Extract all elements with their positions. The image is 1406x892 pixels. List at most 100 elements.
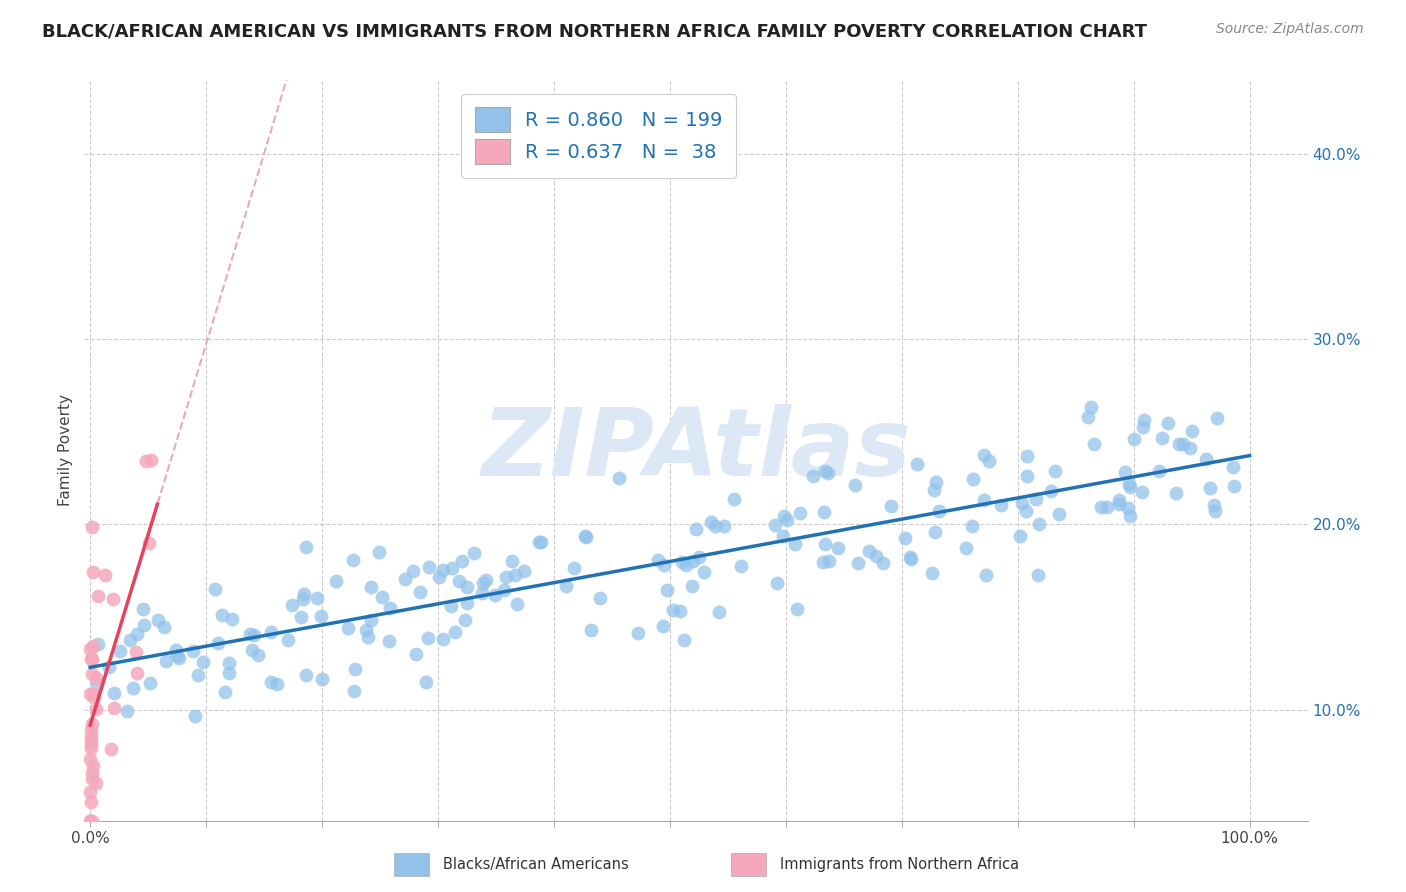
Point xyxy=(662,603,685,617)
Point xyxy=(394,572,416,586)
Point xyxy=(1028,516,1050,531)
Point xyxy=(80,766,103,780)
Point xyxy=(360,614,382,628)
Point xyxy=(924,483,946,497)
Point xyxy=(801,468,824,483)
Point xyxy=(100,742,122,756)
Point xyxy=(443,624,465,639)
Point xyxy=(166,649,188,664)
Point xyxy=(83,690,105,704)
Legend: R = 0.860   N = 199, R = 0.637   N =  38: R = 0.860 N = 199, R = 0.637 N = 38 xyxy=(461,94,737,178)
Text: Source: ZipAtlas.com: Source: ZipAtlas.com xyxy=(1216,22,1364,37)
Point xyxy=(1181,424,1204,438)
Point xyxy=(181,644,204,658)
Point xyxy=(962,472,984,486)
Point xyxy=(501,554,523,568)
Point xyxy=(651,619,673,633)
Point xyxy=(1040,484,1063,499)
Point xyxy=(380,601,402,615)
Point xyxy=(122,681,145,695)
Point xyxy=(530,535,553,549)
Point xyxy=(84,776,107,790)
Point xyxy=(1025,492,1047,507)
Point xyxy=(527,534,550,549)
Point xyxy=(484,588,506,602)
Point xyxy=(688,549,710,564)
Point xyxy=(814,464,837,478)
Point xyxy=(82,758,104,772)
Point xyxy=(239,627,262,641)
Point xyxy=(513,564,536,578)
Point xyxy=(79,729,101,743)
Point xyxy=(1147,464,1170,478)
Point xyxy=(103,686,125,700)
Point xyxy=(415,675,437,690)
Point xyxy=(456,580,478,594)
Point xyxy=(80,795,103,809)
Point xyxy=(463,546,485,560)
Point xyxy=(1119,480,1142,494)
Point xyxy=(789,506,811,520)
Point xyxy=(118,633,141,648)
Point xyxy=(1114,465,1136,479)
Point xyxy=(898,549,921,564)
Point xyxy=(127,666,149,681)
Point xyxy=(1180,442,1202,456)
Point xyxy=(454,613,477,627)
Point xyxy=(846,556,869,570)
Point xyxy=(1045,464,1067,478)
Point xyxy=(94,568,117,582)
Point xyxy=(260,674,283,689)
Point xyxy=(108,644,131,658)
Point xyxy=(409,584,432,599)
Point xyxy=(655,583,678,598)
Point xyxy=(87,637,110,651)
Point xyxy=(416,631,439,645)
Point xyxy=(432,563,454,577)
Point xyxy=(184,708,207,723)
Point xyxy=(928,504,950,518)
Point xyxy=(1198,481,1220,495)
Point xyxy=(290,610,312,624)
Point xyxy=(924,525,946,540)
Point xyxy=(146,614,169,628)
Point xyxy=(647,553,669,567)
Point xyxy=(1090,500,1112,515)
Point xyxy=(730,559,752,574)
Point xyxy=(84,672,107,686)
Point xyxy=(1173,437,1195,451)
Point xyxy=(1011,495,1033,509)
Point xyxy=(723,492,745,507)
Point xyxy=(451,554,474,568)
Point xyxy=(221,612,243,626)
Point xyxy=(155,654,177,668)
Point xyxy=(894,531,917,545)
Point xyxy=(1132,420,1154,434)
Point xyxy=(336,621,359,635)
Point xyxy=(207,636,229,650)
Point xyxy=(575,530,598,544)
Point xyxy=(1204,504,1226,518)
Point xyxy=(652,558,675,572)
Point xyxy=(218,666,240,681)
Point xyxy=(1080,400,1102,414)
Point xyxy=(973,493,995,508)
Point xyxy=(368,544,391,558)
Point xyxy=(1017,468,1039,483)
Point xyxy=(1195,452,1218,467)
Point xyxy=(277,632,299,647)
Point xyxy=(165,643,187,657)
Point xyxy=(1119,508,1142,523)
Point xyxy=(86,590,108,604)
Point xyxy=(471,586,494,600)
Point xyxy=(80,717,103,731)
Point xyxy=(1116,500,1139,515)
Point xyxy=(921,566,943,580)
Point xyxy=(343,684,366,698)
Point xyxy=(681,579,703,593)
Point xyxy=(153,620,176,634)
Point xyxy=(266,676,288,690)
Point xyxy=(354,623,377,637)
Point xyxy=(86,677,108,691)
Point xyxy=(79,814,101,828)
